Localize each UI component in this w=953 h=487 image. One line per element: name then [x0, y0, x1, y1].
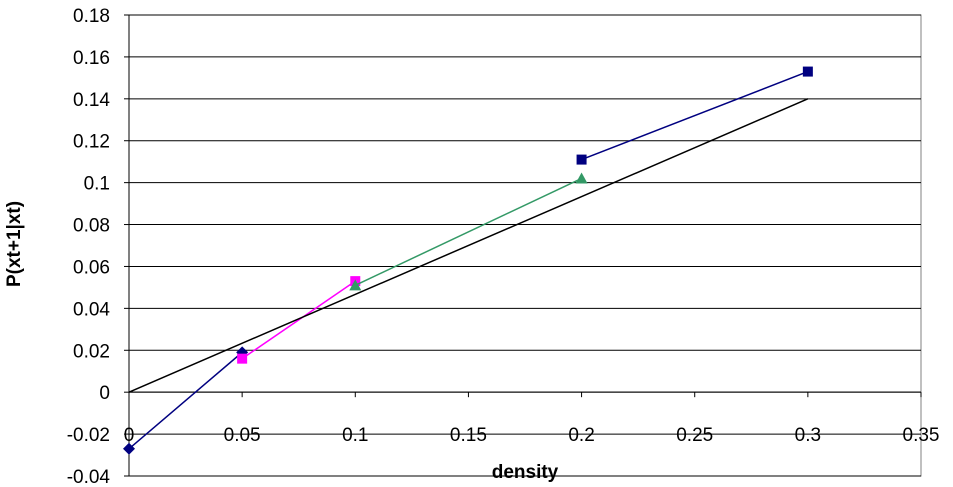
y-tick-label: -0.02	[67, 425, 110, 446]
square-marker	[802, 66, 813, 77]
x-tick-label: 0.2	[568, 425, 594, 446]
y-tick-label: 0.1	[84, 174, 110, 195]
x-tick-label: 0.3	[795, 425, 821, 446]
diamond-marker	[123, 442, 135, 455]
y-tick-label: 0.16	[73, 48, 110, 69]
y-tick-label: -0.04	[67, 467, 111, 487]
series-line	[128, 98, 809, 393]
x-tick-label: 0	[124, 425, 135, 446]
y-tick-label: 0.18	[73, 6, 110, 27]
x-tick-label: 0.15	[450, 425, 487, 446]
y-tick-label: 0.06	[73, 257, 110, 278]
series-layer	[123, 66, 813, 455]
plot-area	[128, 14, 922, 477]
x-axis-title: density	[492, 462, 559, 483]
series-line	[128, 351, 243, 450]
x-tick-label: 0.35	[903, 425, 940, 446]
x-tick-label: 0.1	[342, 425, 368, 446]
y-tick-label: 0	[99, 383, 110, 404]
y-tick-label: 0.14	[73, 90, 110, 111]
x-tick-label: 0.05	[224, 425, 261, 446]
series-line	[241, 280, 356, 360]
series-line	[581, 70, 809, 161]
triangle-marker	[575, 172, 588, 184]
y-tick-label: 0.12	[73, 132, 110, 153]
square-marker	[576, 154, 587, 165]
x-tick-label: 0.25	[676, 425, 713, 446]
square-marker	[237, 353, 248, 364]
y-axis-title: P(xt+1|xt)	[4, 201, 25, 287]
series-line	[354, 177, 582, 286]
y-tick-label: 0.04	[73, 299, 110, 320]
y-tick-label: 0.02	[73, 341, 110, 362]
triangle-marker	[349, 279, 362, 291]
tick-label-layer: 0 0.05 0.1 0.15 0.2 0.25 0.3 0.35 0.18 0.16 0.14 0.…	[67, 6, 940, 487]
axis-layer	[124, 14, 922, 477]
y-tick-label: 0.08	[73, 216, 110, 237]
